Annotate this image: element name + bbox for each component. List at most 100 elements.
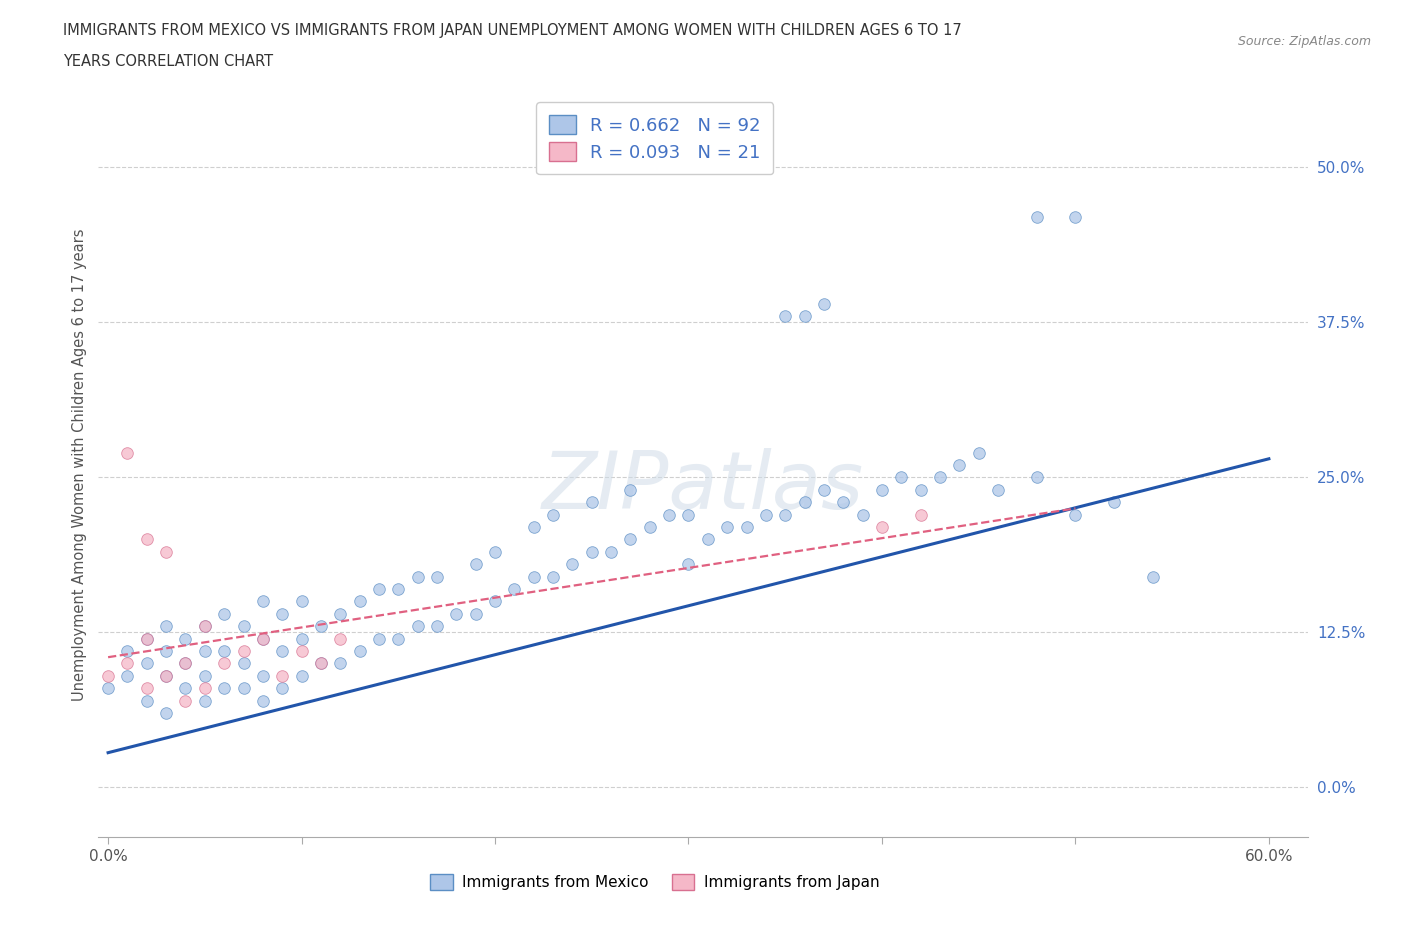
Point — [426, 569, 449, 584]
Point — [987, 483, 1010, 498]
Point — [309, 656, 332, 671]
Point — [678, 557, 700, 572]
Point — [541, 569, 564, 584]
Point — [696, 532, 718, 547]
Point — [638, 520, 661, 535]
Point — [97, 681, 120, 696]
Point — [832, 495, 855, 510]
Point — [349, 594, 371, 609]
Point — [1025, 470, 1047, 485]
Text: ZIPatlas: ZIPatlas — [541, 448, 865, 526]
Point — [793, 495, 815, 510]
Point — [929, 470, 952, 485]
Point — [271, 644, 294, 658]
Point — [967, 445, 990, 460]
Point — [813, 297, 835, 312]
Point — [1025, 209, 1047, 224]
Legend: Immigrants from Mexico, Immigrants from Japan: Immigrants from Mexico, Immigrants from … — [425, 868, 886, 897]
Point — [813, 483, 835, 498]
Point — [194, 618, 217, 633]
Point — [678, 507, 700, 522]
Text: IMMIGRANTS FROM MEXICO VS IMMIGRANTS FROM JAPAN UNEMPLOYMENT AMONG WOMEN WITH CH: IMMIGRANTS FROM MEXICO VS IMMIGRANTS FRO… — [63, 23, 962, 38]
Point — [97, 669, 120, 684]
Point — [523, 520, 546, 535]
Point — [212, 644, 235, 658]
Point — [349, 644, 371, 658]
Text: YEARS CORRELATION CHART: YEARS CORRELATION CHART — [63, 54, 273, 69]
Point — [252, 693, 274, 708]
Point — [1142, 569, 1164, 584]
Point — [910, 507, 932, 522]
Point — [290, 644, 312, 658]
Point — [155, 618, 177, 633]
Point — [600, 544, 623, 559]
Point — [870, 483, 893, 498]
Point — [890, 470, 912, 485]
Point — [252, 631, 274, 646]
Point — [252, 669, 274, 684]
Point — [464, 606, 486, 621]
Point — [793, 309, 815, 324]
Point — [194, 618, 217, 633]
Point — [135, 693, 157, 708]
Point — [174, 656, 197, 671]
Point — [658, 507, 681, 522]
Point — [387, 581, 409, 596]
Point — [1102, 495, 1125, 510]
Point — [155, 706, 177, 721]
Point — [948, 458, 970, 472]
Point — [870, 520, 893, 535]
Point — [426, 618, 449, 633]
Point — [212, 606, 235, 621]
Point — [581, 495, 603, 510]
Point — [135, 532, 157, 547]
Point — [252, 631, 274, 646]
Point — [309, 656, 332, 671]
Point — [135, 631, 157, 646]
Point — [716, 520, 738, 535]
Point — [271, 606, 294, 621]
Point — [232, 681, 254, 696]
Point — [1064, 507, 1087, 522]
Point — [1064, 209, 1087, 224]
Point — [773, 507, 796, 522]
Point — [174, 681, 197, 696]
Point — [212, 681, 235, 696]
Point — [232, 644, 254, 658]
Point — [290, 631, 312, 646]
Point — [619, 483, 641, 498]
Point — [212, 656, 235, 671]
Point — [541, 507, 564, 522]
Point — [135, 631, 157, 646]
Point — [155, 544, 177, 559]
Point — [735, 520, 758, 535]
Point — [194, 693, 217, 708]
Point — [271, 681, 294, 696]
Point — [773, 309, 796, 324]
Point — [155, 669, 177, 684]
Point — [174, 631, 197, 646]
Point — [446, 606, 468, 621]
Text: Source: ZipAtlas.com: Source: ZipAtlas.com — [1237, 35, 1371, 48]
Point — [135, 656, 157, 671]
Point — [619, 532, 641, 547]
Point — [523, 569, 546, 584]
Point — [368, 631, 391, 646]
Point — [232, 656, 254, 671]
Point — [484, 594, 506, 609]
Point — [117, 669, 139, 684]
Point — [329, 606, 352, 621]
Point — [910, 483, 932, 498]
Point — [290, 594, 312, 609]
Point — [290, 669, 312, 684]
Point — [581, 544, 603, 559]
Point — [368, 581, 391, 596]
Point — [252, 594, 274, 609]
Point — [406, 569, 429, 584]
Point — [194, 681, 217, 696]
Y-axis label: Unemployment Among Women with Children Ages 6 to 17 years: Unemployment Among Women with Children A… — [72, 229, 87, 701]
Point — [194, 669, 217, 684]
Point — [117, 644, 139, 658]
Point — [271, 669, 294, 684]
Point — [329, 631, 352, 646]
